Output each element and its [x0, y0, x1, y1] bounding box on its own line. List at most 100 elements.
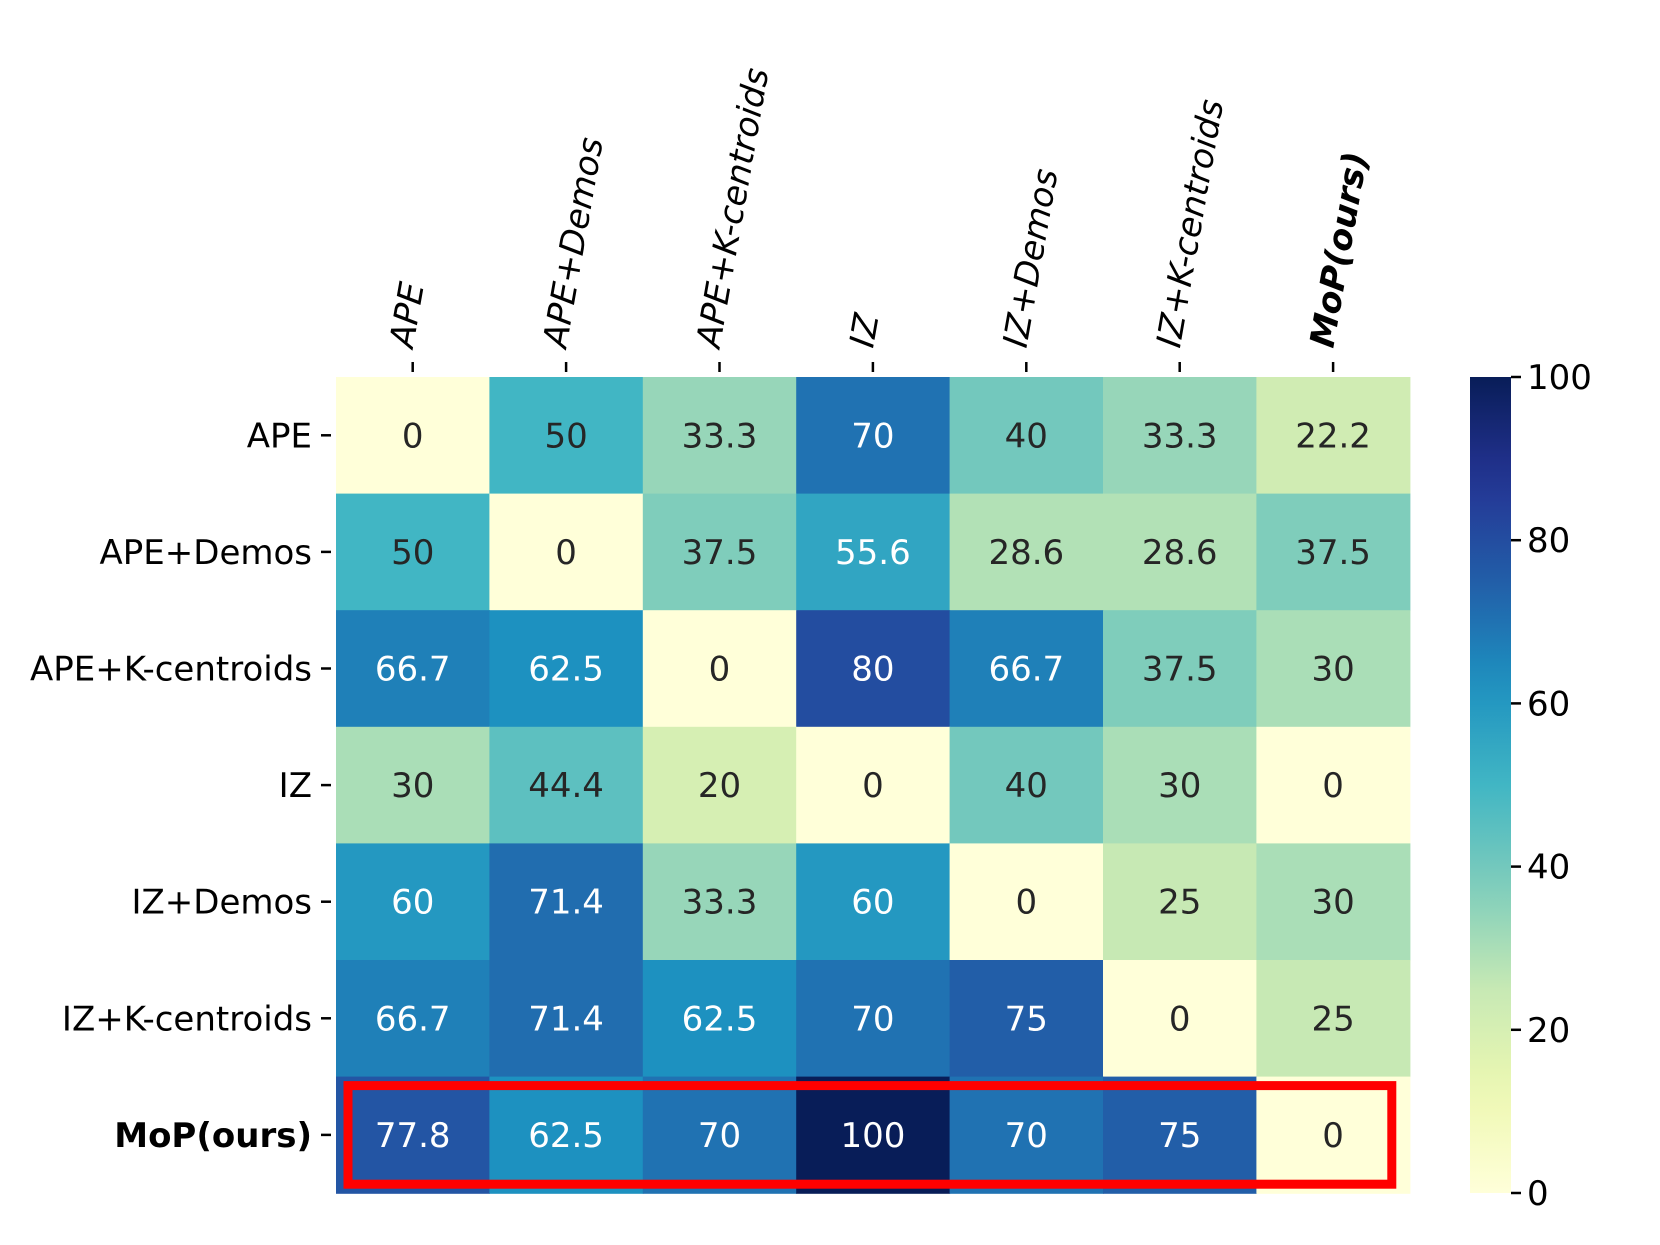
- cell-value-label: 80: [851, 650, 894, 690]
- cell-value-label: 37.5: [1295, 533, 1371, 573]
- cell-value-label: 30: [391, 766, 434, 806]
- heatmap-cell: [336, 960, 490, 1078]
- cell-value-label: 50: [544, 416, 587, 456]
- colorbar-tick-label: 100: [1527, 358, 1592, 398]
- heatmap-cell: [1103, 610, 1257, 728]
- colorbar: 0 20 40 60 80 100: [1470, 358, 1592, 1214]
- heatmap-cell: [949, 726, 1104, 844]
- cell-value-label: 28.6: [988, 533, 1064, 573]
- cell-value-label: 66.7: [375, 999, 451, 1039]
- colorbar-tick-label: 40: [1527, 848, 1570, 888]
- heatmap-cell: [1103, 960, 1257, 1078]
- cell-value-label: 40: [1005, 416, 1048, 456]
- cell-value-label: 37.5: [1142, 650, 1218, 690]
- row-label-ape: APE: [247, 416, 312, 456]
- heatmap-cell: [489, 377, 644, 495]
- cell-value-label: 70: [851, 999, 894, 1039]
- column-label-iz-k-centroids: IZ+K-centroids: [1149, 96, 1232, 350]
- heatmap-cell: [1103, 843, 1257, 961]
- cell-value-label: 30: [1311, 650, 1354, 690]
- cell-value-label: 33.3: [682, 416, 758, 456]
- heatmap-cell: [796, 726, 951, 844]
- heatmap-cell: [489, 726, 644, 844]
- row-label-iz-demos: IZ+Demos: [131, 883, 312, 923]
- heatmap-cell: [489, 610, 644, 728]
- cell-value-label: 0: [1322, 766, 1344, 806]
- column-label-ape: APE: [382, 279, 433, 353]
- cell-value-label: 22.2: [1295, 416, 1371, 456]
- column-label-ape-demos: APE+Demos: [535, 134, 612, 352]
- heatmap-cell: [642, 493, 797, 611]
- column-label-mop-ours: MoP(ours): [1303, 149, 1377, 351]
- colorbar-tick-label: 80: [1527, 521, 1570, 561]
- heatmap-cell: [1256, 960, 1411, 1078]
- cell-value-label: 70: [1005, 1116, 1048, 1156]
- cell-value-label: 62.5: [528, 1116, 604, 1156]
- heatmap-cell: [642, 960, 797, 1078]
- heatmap-cells: 0 50 33.3 70 40 33.3 22.2 50 0 37.5 55.6 28.6 28.6 37…: [336, 377, 1411, 1194]
- heatmap-cell: [642, 843, 797, 961]
- heatmap-cell: [796, 843, 951, 961]
- cell-value-label: 44.4: [528, 766, 604, 806]
- row-label-ape-demos: APE+Demos: [100, 533, 312, 573]
- cell-value-label: 37.5: [682, 533, 758, 573]
- heatmap-cell: [489, 493, 644, 611]
- cell-value-label: 62.5: [528, 650, 604, 690]
- cell-value-label: 75: [1158, 1116, 1201, 1156]
- cell-value-label: 0: [402, 416, 424, 456]
- heatmap-cell: [1103, 493, 1257, 611]
- cell-value-label: 55.6: [835, 533, 911, 573]
- heatmap-cell: [336, 843, 490, 961]
- heatmap-cell: [336, 1076, 490, 1194]
- cell-value-label: 33.3: [682, 883, 758, 923]
- row-label-iz-k-centroids: IZ+K-centroids: [62, 999, 312, 1039]
- heatmap-cell: [642, 1076, 797, 1194]
- cell-value-label: 0: [1015, 883, 1037, 923]
- colorbar-tick-label: 0: [1527, 1174, 1549, 1214]
- cell-value-label: 25: [1158, 883, 1201, 923]
- heatmap-cell: [1103, 726, 1257, 844]
- heatmap-cell: [1256, 377, 1411, 495]
- heatmap-cell: [642, 377, 797, 495]
- column-label-ape-k-centroids: APE+K-centroids: [689, 65, 778, 353]
- heatmap-cell: [949, 843, 1104, 961]
- heatmap-cell: [489, 960, 644, 1078]
- cell-value-label: 0: [862, 766, 884, 806]
- cell-value-label: 62.5: [682, 999, 758, 1039]
- heatmap-cell: [336, 493, 490, 611]
- heatmap-cell: [336, 610, 490, 728]
- heatmap-cell: [1256, 843, 1411, 961]
- cell-value-label: 75: [1005, 999, 1048, 1039]
- colorbar-tick-label: 60: [1527, 684, 1570, 724]
- heatmap-cell: [949, 960, 1104, 1078]
- cell-value-label: 40: [1005, 766, 1048, 806]
- column-labels: APE APE+Demos APE+K-centroids IZ IZ+Demos IZ+…: [382, 65, 1376, 372]
- column-label-iz: IZ: [842, 310, 887, 350]
- heatmap-cell: [949, 493, 1104, 611]
- heatmap-cell: [1256, 726, 1411, 844]
- heatmap-cell: [796, 960, 951, 1078]
- heatmap-cell: [642, 610, 797, 728]
- cell-value-label: 77.8: [375, 1116, 451, 1156]
- cell-value-label: 20: [698, 766, 741, 806]
- row-label-ape-k-centroids: APE+K-centroids: [30, 650, 312, 690]
- cell-value-label: 66.7: [375, 650, 451, 690]
- cell-value-label: 71.4: [528, 999, 604, 1039]
- highlight-box: [343, 1081, 1397, 1189]
- heatmap-cell: [1256, 610, 1411, 728]
- heatmap-cell: [796, 493, 951, 611]
- cell-value-label: 70: [698, 1116, 741, 1156]
- cell-value-label: 71.4: [528, 883, 604, 923]
- heatmap-cell: [796, 1076, 951, 1194]
- heatmap-cell: [1103, 1076, 1257, 1194]
- heatmap-cell: [949, 610, 1104, 728]
- colorbar-gradient: [1470, 377, 1511, 1193]
- column-label-iz-demos: IZ+Demos: [996, 166, 1067, 351]
- row-labels: APE APE+Demos APE+K-centroids IZ IZ+Demos IZ+…: [30, 416, 331, 1156]
- cell-value-label: 70: [851, 416, 894, 456]
- cell-value-label: 33.3: [1142, 416, 1218, 456]
- heatmap-cell: [796, 377, 951, 495]
- heatmap-cell: [1103, 377, 1257, 495]
- highlight-box-group: [343, 1081, 1397, 1189]
